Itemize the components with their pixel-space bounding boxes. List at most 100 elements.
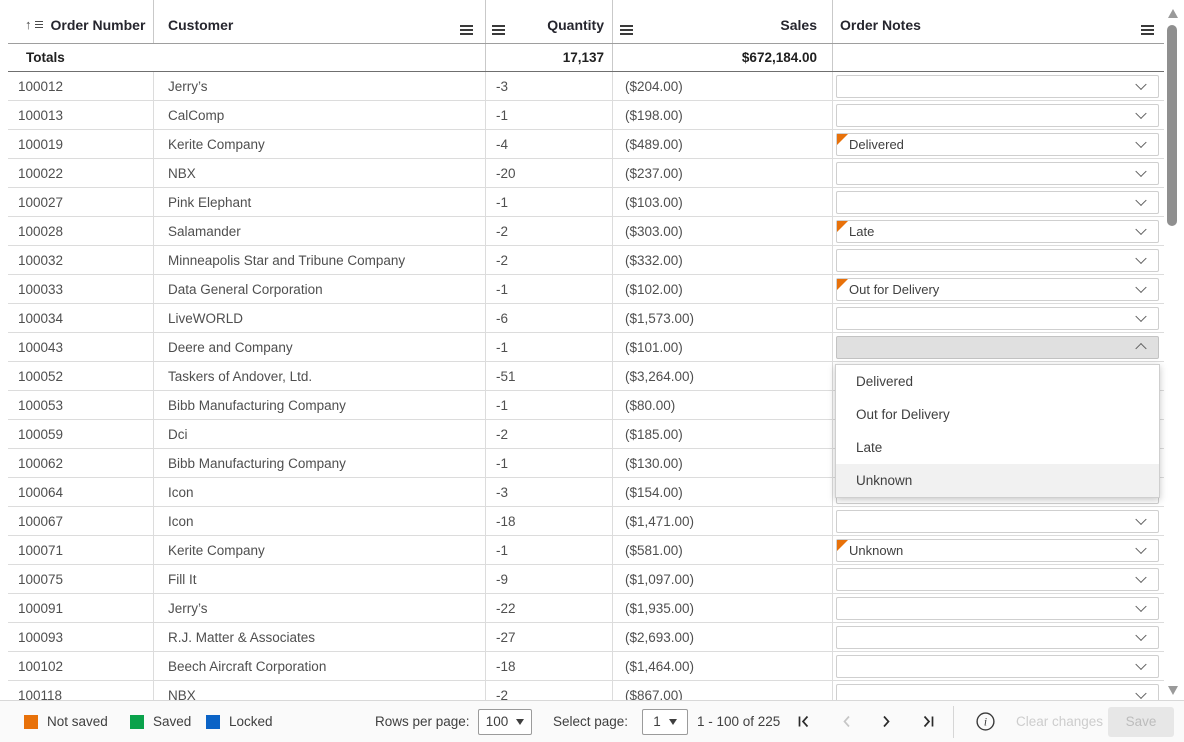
chevron-down-icon: [1135, 513, 1147, 526]
chevron-down-icon: [1135, 252, 1147, 265]
column-header-order-notes[interactable]: Order Notes: [833, 0, 1164, 43]
order-note-select[interactable]: Delivered: [836, 132, 1159, 156]
cell-customer: Salamander: [154, 217, 486, 245]
sales-value: ($1,097.00): [625, 571, 695, 587]
rows-per-page-label: Rows per page:: [375, 714, 470, 729]
sales-value: ($303.00): [625, 223, 683, 239]
cell-quantity: -1: [486, 333, 613, 361]
cell-quantity: -3: [486, 478, 613, 506]
first-page-button[interactable]: [796, 701, 811, 742]
select-page-select[interactable]: 1: [642, 708, 688, 735]
order-note-select[interactable]: [836, 654, 1159, 678]
order-note-select[interactable]: [836, 509, 1159, 533]
column-header-quantity[interactable]: Quantity: [486, 0, 613, 43]
column-header-order-number[interactable]: ↑ Order Number: [8, 0, 154, 43]
column-header-customer[interactable]: Customer: [154, 0, 486, 43]
order-note-select[interactable]: [836, 161, 1159, 185]
scroll-down-arrow-icon[interactable]: [1168, 686, 1178, 695]
cell-order-notes: [833, 594, 1164, 622]
not-saved-color-swatch: [24, 714, 38, 729]
order-number-value: 100093: [18, 629, 64, 645]
table-row: 100019 Kerite Company -4 ($489.00) Deliv…: [8, 130, 1164, 159]
dropdown-option[interactable]: Late: [836, 431, 1159, 464]
order-note-value: Unknown: [849, 542, 904, 558]
dropdown-option[interactable]: Delivered: [836, 365, 1159, 398]
next-page-button[interactable]: [881, 701, 893, 742]
cell-sales: ($101.00): [613, 333, 833, 361]
legend-saved: Saved: [130, 701, 191, 742]
chevron-down-icon: [1135, 136, 1147, 149]
customer-value: CalComp: [168, 107, 225, 123]
cell-customer: Icon: [154, 478, 486, 506]
order-note-select[interactable]: [836, 190, 1159, 214]
column-menu-icon[interactable]: [620, 28, 633, 31]
rows-per-page-value: 100: [485, 714, 509, 729]
cell-order-number: 100012: [8, 72, 154, 100]
table-row: 100032 Minneapolis Star and Tribune Comp…: [8, 246, 1164, 275]
locked-color-swatch: [206, 714, 220, 729]
order-note-select[interactable]: [836, 683, 1159, 700]
cell-customer: Dci: [154, 420, 486, 448]
cell-quantity: -18: [486, 652, 613, 680]
table-row: 100028 Salamander -2 ($303.00) Late: [8, 217, 1164, 246]
previous-page-button[interactable]: [840, 701, 852, 742]
dropdown-option[interactable]: Out for Delivery: [836, 398, 1159, 431]
column-label: Quantity: [547, 16, 604, 33]
column-menu-icon[interactable]: [460, 28, 473, 31]
dropdown-option-label: Out for Delivery: [856, 407, 950, 422]
save-button[interactable]: Save: [1108, 706, 1174, 737]
first-page-icon: [798, 715, 809, 728]
chevron-left-icon: [843, 715, 850, 728]
cell-sales: ($1,464.00): [613, 652, 833, 680]
cell-order-notes: [833, 159, 1164, 187]
rows-per-page-select[interactable]: 100: [478, 708, 532, 735]
cell-customer: Pink Elephant: [154, 188, 486, 216]
order-note-select[interactable]: [836, 625, 1159, 649]
order-note-select[interactable]: [836, 596, 1159, 620]
cell-sales: ($332.00): [613, 246, 833, 274]
legend-label: Locked: [229, 714, 273, 729]
customer-value: Jerry’s: [168, 78, 208, 94]
sales-value: ($867.00): [625, 687, 683, 701]
order-note-select[interactable]: [836, 74, 1159, 98]
column-menu-icon[interactable]: [1141, 28, 1154, 31]
column-header-sales[interactable]: Sales: [613, 0, 833, 43]
info-button[interactable]: i: [974, 701, 997, 742]
quantity-value: -9: [496, 571, 509, 587]
customer-value: Deere and Company: [168, 339, 293, 355]
order-note-select[interactable]: [836, 306, 1159, 330]
scroll-up-arrow-icon[interactable]: [1168, 9, 1178, 18]
chevron-up-icon: [1135, 342, 1147, 355]
order-note-select[interactable]: [836, 248, 1159, 272]
order-note-select[interactable]: [836, 103, 1159, 127]
order-note-select[interactable]: [836, 567, 1159, 591]
cell-sales: ($237.00): [613, 159, 833, 187]
customer-value: Minneapolis Star and Tribune Company: [168, 252, 406, 268]
cell-order-notes: [833, 101, 1164, 129]
dropdown-option[interactable]: Unknown: [836, 464, 1159, 497]
cell-order-notes: Out for Delivery: [833, 275, 1164, 303]
cell-order-number: 100013: [8, 101, 154, 129]
cell-customer: Bibb Manufacturing Company: [154, 391, 486, 419]
cell-order-number: 100091: [8, 594, 154, 622]
cell-order-number: 100075: [8, 565, 154, 593]
column-menu-icon[interactable]: [492, 28, 505, 31]
cell-sales: ($1,097.00): [613, 565, 833, 593]
clear-changes-button[interactable]: Clear changes: [1016, 714, 1104, 729]
order-note-select[interactable]: Late: [836, 219, 1159, 243]
cell-quantity: -2: [486, 420, 613, 448]
cell-order-notes: [833, 304, 1164, 332]
order-number-value: 100064: [18, 484, 64, 500]
order-note-select[interactable]: Unknown: [836, 538, 1159, 562]
scrollbar-thumb[interactable]: [1167, 25, 1177, 226]
table-row: 100043 Deere and Company -1 ($101.00): [8, 333, 1164, 362]
order-number-value: 100118: [18, 687, 63, 701]
cell-customer: Taskers of Andover, Ltd.: [154, 362, 486, 390]
legend-label: Saved: [153, 714, 192, 729]
order-note-select[interactable]: [836, 335, 1159, 359]
order-note-select[interactable]: Out for Delivery: [836, 277, 1159, 301]
cell-customer: Data General Corporation: [154, 275, 486, 303]
last-page-button[interactable]: [921, 701, 936, 742]
order-number-value: 100032: [18, 252, 64, 268]
cell-order-notes: Unknown: [833, 536, 1164, 564]
